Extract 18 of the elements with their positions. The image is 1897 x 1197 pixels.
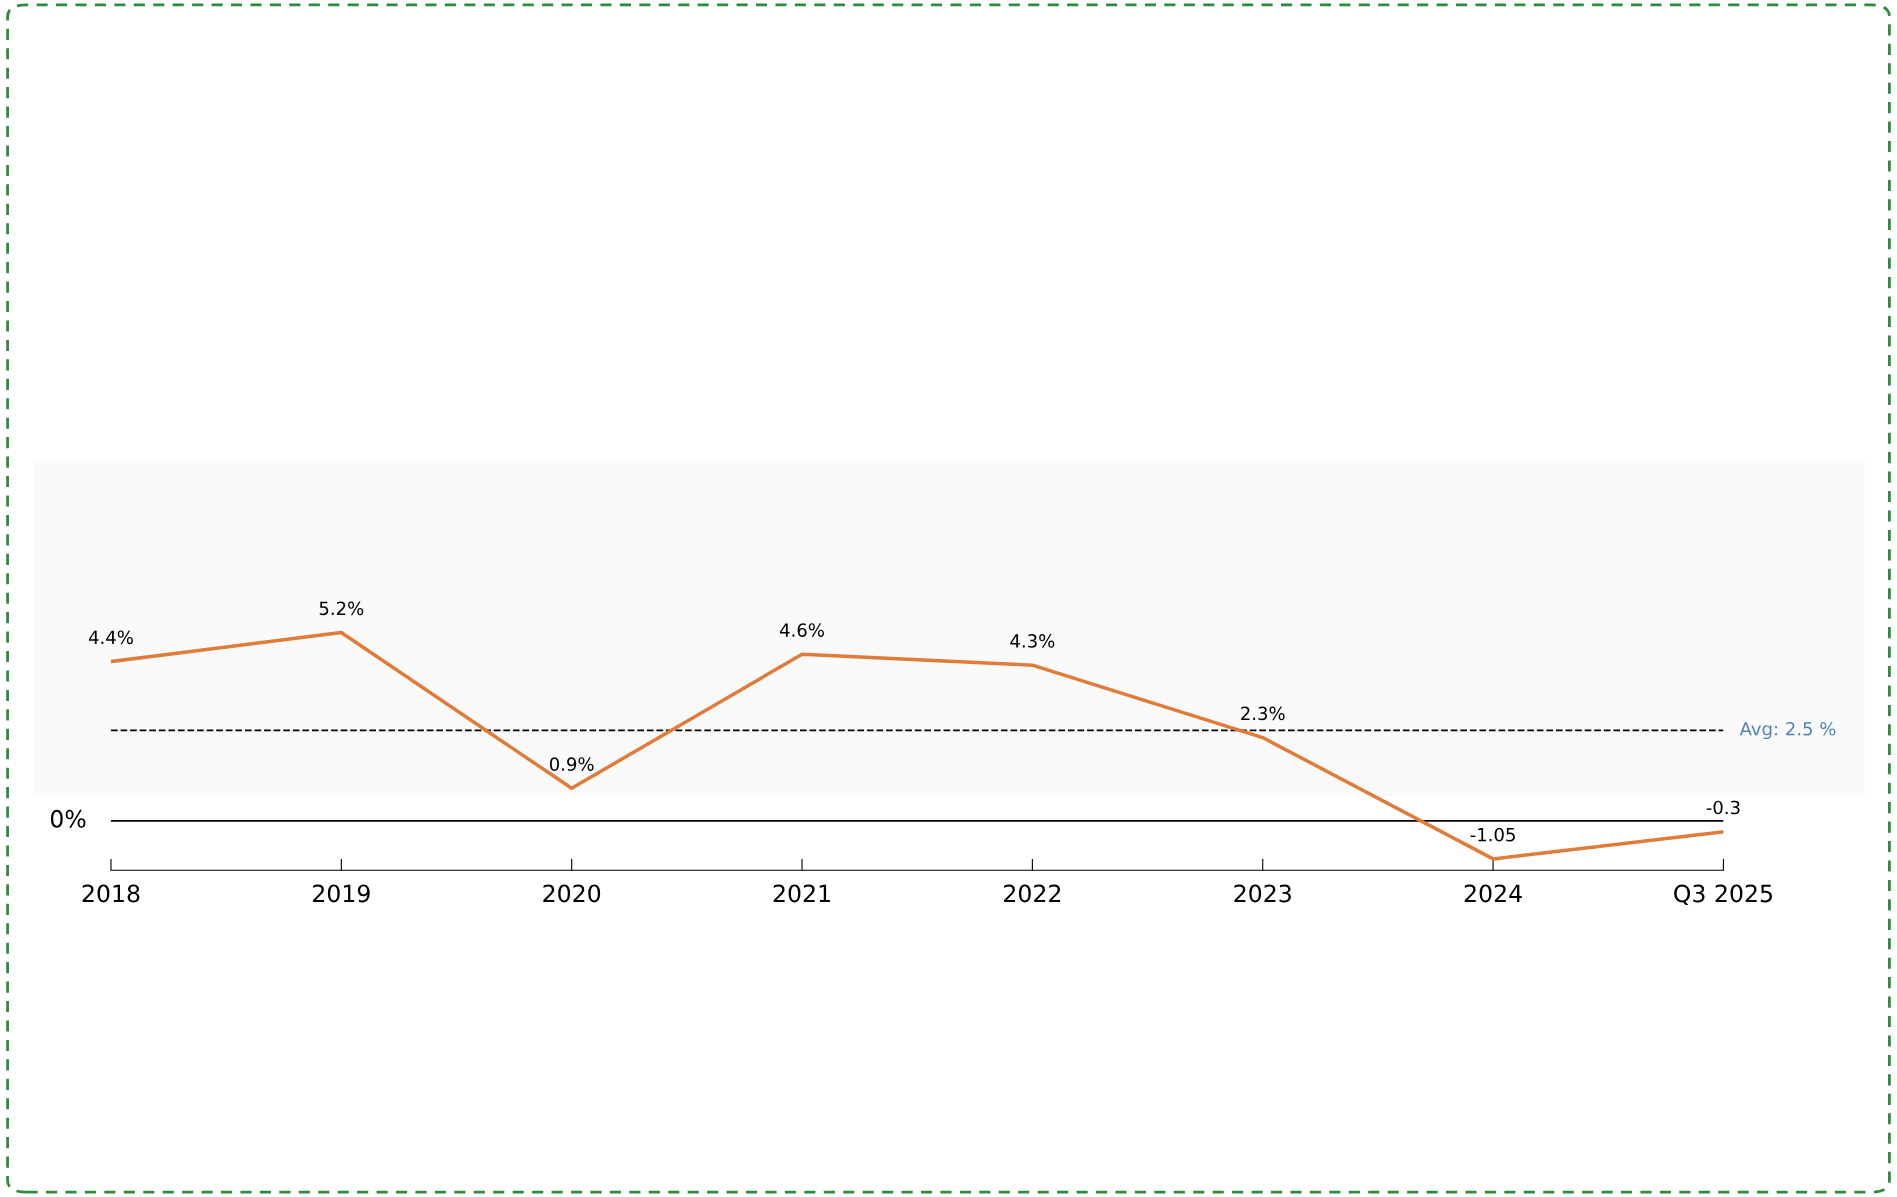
ref-line-label: Avg: 2.5 % [1739,721,1836,740]
x-tick-label: 2019 [313,884,370,903]
text: 0% [50,809,86,828]
x-tick-label: Q3 2025 [1674,884,1772,906]
data-label: 4.4% [88,630,133,645]
x-tick-label: 2018 [82,884,140,903]
data-label: 2.3% [1241,706,1285,721]
data-label: -0.3 [1706,800,1740,815]
x-tick-label: 2021 [773,884,830,903]
data-label: -1.05 [1470,827,1515,842]
data-label: 0.9% [549,757,594,771]
data-label: 4.3% [1010,634,1055,648]
data-label: 5.2% [319,601,364,616]
x-tick-label: 2024 [1464,884,1522,903]
x-tick-label: 2022 [1004,884,1061,903]
data-label: 4.6% [779,623,824,637]
x-tick-label: 2020 [543,884,601,903]
x-tick-label: 2023 [1234,884,1291,903]
